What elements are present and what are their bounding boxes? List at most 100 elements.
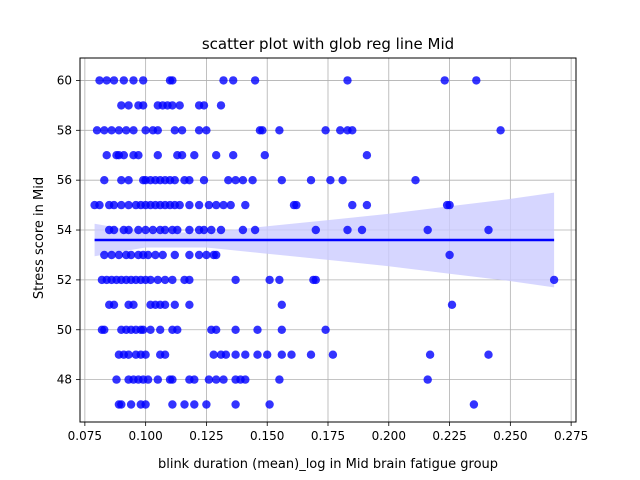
data-point bbox=[141, 126, 150, 135]
data-point bbox=[275, 275, 284, 285]
data-point bbox=[151, 250, 160, 260]
data-point bbox=[168, 400, 177, 409]
data-point bbox=[321, 126, 330, 135]
data-point bbox=[343, 225, 352, 235]
data-point bbox=[117, 101, 126, 110]
data-point bbox=[248, 176, 257, 185]
data-point bbox=[170, 250, 179, 260]
data-point bbox=[109, 200, 119, 210]
chart-title: scatter plot with glob reg line Mid bbox=[202, 35, 454, 53]
data-point bbox=[423, 225, 432, 235]
data-point bbox=[209, 350, 218, 359]
data-point bbox=[109, 76, 119, 85]
data-point bbox=[109, 300, 119, 309]
data-point bbox=[194, 126, 204, 135]
data-point bbox=[287, 350, 296, 359]
y-axis: 48 50 52 54 56 58 60 bbox=[57, 73, 80, 387]
data-point bbox=[177, 126, 187, 135]
x-tick-label: 0.275 bbox=[554, 429, 588, 443]
data-point bbox=[277, 176, 286, 185]
data-point bbox=[445, 250, 454, 260]
data-point bbox=[168, 76, 177, 85]
x-tick-label: 0.250 bbox=[493, 429, 527, 443]
data-point bbox=[124, 176, 133, 185]
data-point bbox=[139, 325, 148, 334]
data-point bbox=[160, 225, 170, 235]
data-point bbox=[362, 200, 372, 210]
data-point bbox=[122, 126, 131, 135]
data-point bbox=[250, 225, 260, 235]
data-point bbox=[202, 400, 211, 409]
data-point bbox=[549, 275, 559, 285]
data-point bbox=[292, 200, 301, 210]
y-axis-label: Stress score in Mid bbox=[32, 177, 47, 299]
data-point bbox=[190, 400, 199, 409]
data-point bbox=[202, 250, 211, 260]
data-point bbox=[117, 176, 126, 185]
data-point bbox=[158, 250, 167, 260]
data-point bbox=[173, 225, 182, 235]
data-point bbox=[311, 275, 320, 285]
data-point bbox=[423, 375, 432, 384]
x-tick-label: 0.125 bbox=[189, 429, 223, 443]
data-point bbox=[173, 325, 182, 334]
data-point bbox=[124, 101, 133, 110]
data-point bbox=[141, 350, 150, 359]
data-point bbox=[238, 176, 248, 185]
y-tick-label: 52 bbox=[57, 273, 72, 287]
data-point bbox=[175, 200, 184, 210]
x-tick-label: 0.100 bbox=[128, 429, 162, 443]
data-point bbox=[231, 275, 240, 285]
data-point bbox=[306, 176, 316, 185]
data-point bbox=[160, 300, 170, 309]
data-point bbox=[343, 76, 352, 85]
data-point bbox=[170, 176, 179, 185]
data-point bbox=[265, 275, 274, 285]
data-point bbox=[250, 76, 260, 85]
data-point bbox=[141, 400, 150, 409]
data-point bbox=[117, 400, 126, 409]
data-point bbox=[156, 325, 165, 334]
y-tick-label: 60 bbox=[57, 73, 72, 87]
data-point bbox=[277, 300, 286, 309]
data-point bbox=[425, 350, 435, 359]
data-point bbox=[496, 126, 505, 135]
data-point bbox=[107, 250, 116, 260]
data-point bbox=[126, 250, 136, 260]
x-tick-label: 0.075 bbox=[68, 429, 102, 443]
data-point bbox=[275, 375, 284, 384]
data-point bbox=[202, 126, 211, 135]
y-tick-label: 56 bbox=[57, 173, 72, 187]
data-point bbox=[238, 225, 248, 235]
data-point bbox=[231, 350, 240, 359]
data-point bbox=[231, 176, 240, 185]
data-point bbox=[109, 225, 119, 235]
data-point bbox=[212, 325, 221, 334]
data-point bbox=[207, 225, 216, 235]
data-point bbox=[212, 375, 221, 384]
data-point bbox=[170, 126, 179, 135]
data-point bbox=[185, 275, 194, 285]
data-point bbox=[204, 375, 214, 384]
data-point bbox=[185, 200, 194, 210]
x-axis-label: blink duration (mean)_log in Mid brain f… bbox=[158, 457, 498, 472]
data-point bbox=[277, 350, 286, 359]
data-point bbox=[357, 225, 367, 235]
data-point bbox=[241, 375, 250, 384]
data-point bbox=[168, 375, 177, 384]
data-point bbox=[258, 126, 267, 135]
x-tick-label: 0.175 bbox=[311, 429, 345, 443]
data-point bbox=[100, 325, 109, 334]
data-point bbox=[148, 225, 158, 235]
data-point bbox=[229, 151, 238, 160]
data-point bbox=[168, 101, 177, 110]
data-point bbox=[117, 200, 126, 210]
data-point bbox=[102, 76, 111, 85]
data-point bbox=[472, 76, 481, 85]
data-point bbox=[362, 151, 372, 160]
y-tick-label: 50 bbox=[57, 323, 72, 337]
data-point bbox=[146, 325, 155, 334]
data-point bbox=[212, 200, 221, 210]
data-point bbox=[185, 250, 194, 260]
